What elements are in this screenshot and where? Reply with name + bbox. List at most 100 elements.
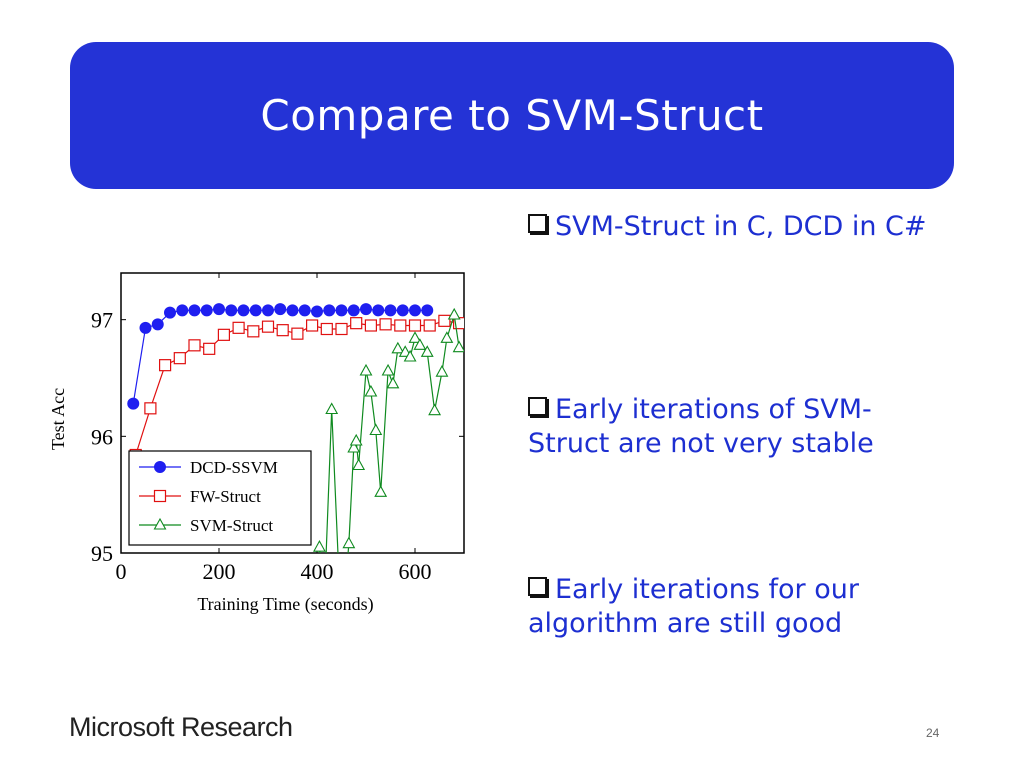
bullet-item-3: Early iterations for our algorithm are s… <box>528 573 948 641</box>
checkbox-bullet-icon <box>528 577 547 596</box>
data-point-dcd-ssvm <box>200 304 213 317</box>
data-point-dcd-ssvm <box>188 304 201 317</box>
bullet-item-2: Early iterations of SVM-Struct are not v… <box>528 393 948 461</box>
y-tick-label: 95 <box>91 541 113 566</box>
data-point-fw-struct <box>379 318 392 331</box>
chart-svg: 0 200 400 600 95 96 97 Training Time (seconds) T… <box>48 272 465 635</box>
data-point-dcd-ssvm <box>335 304 348 317</box>
data-point-dcd-ssvm <box>311 305 323 318</box>
data-point-svm-struct <box>428 403 442 416</box>
slide-title: Compare to SVM-Struct <box>260 91 764 140</box>
data-point-dcd-ssvm <box>372 304 385 317</box>
data-point-fw-struct <box>350 317 363 330</box>
data-point-dcd-ssvm <box>347 304 360 317</box>
legend-label: SVM-Struct <box>190 516 273 535</box>
data-point-svm-struct <box>369 423 383 436</box>
data-point-svm-struct <box>403 349 417 362</box>
data-point-fw-struct <box>291 327 304 340</box>
y-axis-label: Test Acc <box>48 388 68 450</box>
data-point-svm-struct <box>153 517 167 530</box>
data-point-svm-struct <box>349 433 363 446</box>
x-tick-label: 200 <box>203 559 236 584</box>
data-point-fw-struct <box>335 322 348 336</box>
series-fw-struct <box>129 314 464 462</box>
data-point-dcd-ssvm <box>384 304 397 317</box>
data-point-dcd-ssvm <box>298 304 311 317</box>
bullet-item-1: SVM-Struct in C, DCD in C# <box>528 210 948 244</box>
bullet-text-1: SVM-Struct in C, DCD in C# <box>555 211 927 242</box>
data-point-fw-struct <box>320 322 333 336</box>
plot-area <box>127 303 464 635</box>
data-point-dcd-ssvm <box>151 318 164 331</box>
data-point-svm-struct <box>364 384 378 397</box>
data-point-fw-struct <box>153 489 167 503</box>
data-point-svm-struct <box>313 540 326 552</box>
data-point-svm-struct <box>408 331 422 343</box>
title-banner: Compare to SVM-Struct <box>70 42 954 189</box>
data-point-dcd-ssvm <box>225 304 238 317</box>
page-number: 24 <box>926 726 940 740</box>
data-point-svm-struct <box>359 363 373 376</box>
data-point-fw-struct <box>144 402 157 415</box>
x-tick-label: 600 <box>399 559 432 584</box>
data-point-svm-struct <box>347 440 361 453</box>
data-point-dcd-ssvm <box>262 304 274 317</box>
test-acc-chart: 0 200 400 600 95 96 97 Training Time (seconds) T… <box>40 255 480 635</box>
data-point-fw-struct <box>247 325 260 338</box>
data-point-fw-struct <box>232 321 245 334</box>
data-point-fw-struct <box>408 319 422 332</box>
series-svm-struct <box>313 307 464 635</box>
data-point-svm-struct <box>452 340 464 353</box>
data-point-fw-struct <box>217 328 230 341</box>
data-point-dcd-ssvm <box>249 304 262 317</box>
data-point-svm-struct <box>342 536 356 549</box>
data-point-fw-struct <box>158 359 172 372</box>
data-point-fw-struct <box>306 319 319 332</box>
data-point-dcd-ssvm <box>164 306 176 319</box>
data-point-dcd-ssvm <box>274 303 287 316</box>
footer-brand: Microsoft Research <box>69 712 293 742</box>
x-axis-label: Training Time (seconds) <box>197 594 373 615</box>
data-point-svm-struct <box>374 485 388 497</box>
x-tick-label: 0 <box>116 559 127 584</box>
data-point-svm-struct <box>386 376 400 389</box>
checkbox-bullet-icon <box>528 397 547 416</box>
data-point-fw-struct <box>173 352 186 365</box>
data-point-svm-struct <box>435 365 449 377</box>
legend-label: FW-Struct <box>190 487 261 506</box>
data-point-dcd-ssvm <box>409 304 421 317</box>
data-point-fw-struct <box>423 319 436 332</box>
legend: DCD-SSVM FW-Struct SVM-Struct <box>128 450 312 546</box>
data-point-dcd-ssvm <box>286 304 299 317</box>
data-point-svm-struct <box>336 629 347 635</box>
data-point-svm-struct <box>420 345 434 357</box>
data-point-svm-struct <box>413 338 427 350</box>
data-point-svm-struct <box>447 307 461 320</box>
data-point-fw-struct <box>261 320 275 333</box>
series-line-svm-struct <box>318 314 460 553</box>
data-point-fw-struct <box>203 342 216 355</box>
bullet-text-3: Early iterations for our algorithm are s… <box>528 574 859 639</box>
data-point-fw-struct <box>438 314 451 327</box>
data-point-svm-struct <box>440 331 454 343</box>
data-point-dcd-ssvm <box>421 304 434 317</box>
legend-label: DCD-SSVM <box>190 458 278 477</box>
series-dcd-ssvm <box>127 303 434 410</box>
data-point-dcd-ssvm <box>396 304 409 317</box>
data-point-svm-struct <box>391 341 405 354</box>
data-point-dcd-ssvm <box>360 303 372 316</box>
data-point-fw-struct <box>394 319 407 332</box>
data-point-dcd-ssvm <box>237 304 250 317</box>
data-point-dcd-ssvm <box>127 397 140 410</box>
y-tick-label: 97 <box>91 308 113 333</box>
data-point-dcd-ssvm <box>139 321 152 334</box>
data-point-dcd-ssvm <box>176 304 189 317</box>
data-point-svm-struct <box>352 458 366 471</box>
data-point-dcd-ssvm <box>323 304 336 317</box>
data-point-dcd-ssvm <box>154 461 166 473</box>
checkbox-bullet-icon <box>528 214 547 233</box>
data-point-fw-struct <box>276 324 289 337</box>
bullet-text-2: Early iterations of SVM-Struct are not v… <box>528 394 874 459</box>
data-point-fw-struct <box>188 339 201 352</box>
data-point-fw-struct <box>364 319 377 332</box>
